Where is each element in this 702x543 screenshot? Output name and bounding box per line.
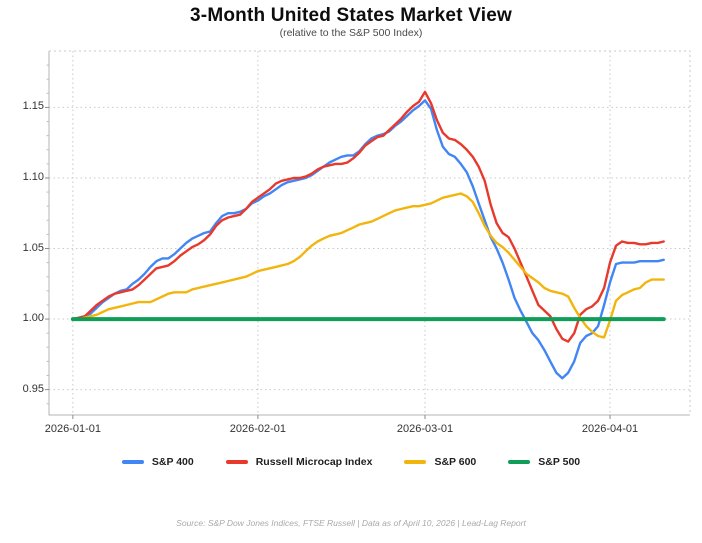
y-axis-tick-label: 1.10: [22, 170, 44, 183]
axis-spines: [48, 51, 690, 416]
legend: S&P 400 Russell Microcap Index S&P 600 S&P …: [0, 456, 702, 468]
chart-subtitle: (relative to the S&P 500 Index): [279, 27, 423, 39]
legend-item-sp600: S&P 600: [404, 456, 476, 468]
legend-swatch-sp600: [404, 460, 427, 464]
legend-item-sp500: S&P 500: [508, 456, 580, 468]
source-attribution: Source: S&P Dow Jones Indices, FTSE Russ…: [176, 518, 526, 528]
legend-label: Russell Microcap Index: [255, 456, 373, 468]
y-axis-tick-label: 0.95: [22, 382, 44, 395]
x-axis-tick-label: 2026-04-01: [581, 423, 639, 435]
legend-swatch-russell-microcap: [225, 460, 248, 464]
x-axis-tick-label: 2026-01-01: [44, 423, 101, 435]
chart-title: 3-Month United States Market View: [190, 5, 512, 26]
y-axis-tick-label: 1.00: [22, 312, 44, 325]
legend-label: S&P 600: [434, 456, 477, 468]
legend-label: S&P 500: [538, 456, 581, 468]
series-line-sp400: [71, 99, 665, 380]
series-line-russell-microcap: [71, 90, 665, 343]
y-axis-tick-label: 1.05: [22, 241, 44, 254]
legend-item-sp400: S&P 400: [121, 456, 194, 468]
legend-label: S&P 400: [151, 456, 194, 468]
plot-border-top-right: [49, 50, 691, 415]
y-axis-tick-label: 1.15: [22, 100, 44, 113]
x-axis-tick-label: 2026-03-01: [396, 423, 454, 435]
legend-item-russell-microcap: Russell Microcap Index: [225, 456, 373, 468]
legend-swatch-sp400: [121, 460, 144, 464]
x-axis-tick-label: 2026-02-01: [229, 423, 287, 435]
legend-swatch-sp500: [508, 460, 531, 464]
series-line-sp600: [71, 192, 665, 339]
